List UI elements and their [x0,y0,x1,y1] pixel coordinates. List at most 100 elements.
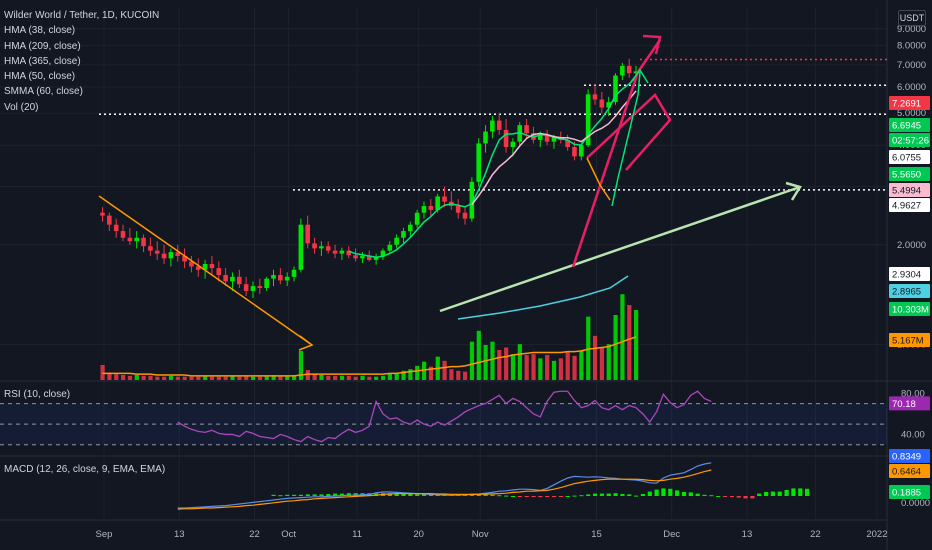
rsi-tag: 70.18 [892,399,916,410]
indicator-hma-209[interactable]: HMA (209, close) [4,40,81,52]
macd-histogram-bar [312,494,317,496]
volume-bar [244,375,249,380]
macd-histogram-bar [729,496,734,497]
candle-body [455,205,461,213]
macd-histogram-bar [298,494,304,496]
macd-histogram-bar [285,494,290,496]
macd-histogram-bar [504,495,509,497]
candle-body [120,231,126,238]
rsi-pane-label[interactable]: RSI (10, close) [4,389,71,400]
candle-body [161,253,167,259]
volume-bar [223,376,228,380]
candle-body [100,212,105,216]
volume-bar [442,360,447,380]
main-legend: Wilder World / Tether, 1D, KUCOIN HMA (3… [4,8,159,115]
macd-histogram-bar [490,494,495,496]
candle-body [606,102,611,108]
macd-histogram-bar [709,495,714,497]
candle-body [387,244,393,251]
volume-bar [415,365,420,380]
candle-body [469,181,475,219]
x-tick-label: Nov [472,529,489,540]
candle-body [107,215,112,225]
hma-long-line [457,275,629,320]
candle-body [134,237,139,242]
candle-body [462,212,468,219]
macd-histogram-bar [634,495,639,497]
candle-body [202,263,208,270]
macd-histogram-bar [339,493,345,496]
macd-tag: 0.8349 [892,452,921,463]
volume-bar [114,374,119,380]
volume-bar [298,350,304,380]
candle-body [394,237,399,245]
volume-bar [271,375,276,380]
candle-body [421,205,427,213]
macd-histogram-bar [305,494,310,496]
volume-bar [339,375,345,380]
macd-histogram-bar [408,494,413,496]
macd-histogram-bar [510,496,516,497]
candle-body [613,75,618,103]
candle-body [592,94,598,100]
candle-body [360,255,365,259]
macd-histogram-bar [572,495,577,497]
indicator-hma-50[interactable]: HMA (50, close) [4,71,76,83]
candle-body [408,224,413,232]
indicator-smma-60[interactable]: SMMA (60, close) [4,86,83,98]
volume-bar [380,375,386,380]
macd-pane-label[interactable]: MACD (12, 26, close, 9, EMA, EMA) [4,464,166,475]
macd-histogram-bar [722,496,728,497]
volume-bar [209,376,215,380]
volume-bar [196,376,201,380]
macd-histogram-bar [292,494,297,496]
volume-bar [141,375,146,380]
indicator-hma-365[interactable]: HMA (365, close) [4,55,81,67]
smma-line [471,90,637,206]
candle-body [113,224,119,232]
volume-bar [579,350,584,380]
volume-bar [627,305,632,380]
volume-bar [333,375,338,380]
price-tag: 10.303M [892,305,929,316]
y-tick-label: 9.0000 [897,24,926,35]
symbol-title[interactable]: Wilder World / Tether, 1D, KUCOIN [4,10,160,21]
indicator-volume[interactable]: Vol (20) [4,101,39,113]
volume-bar [162,376,167,380]
currency-button[interactable]: USDT [898,10,926,26]
macd-axis-label: 0.0000 [901,498,930,509]
volume-bar [264,375,269,380]
macd-histogram-bar [326,494,331,496]
annotation-channel-arrowhead [642,34,662,55]
macd-histogram-bar [736,496,741,498]
volume-bar [599,347,605,380]
candle-body [223,275,228,282]
macd-histogram-bar [647,491,652,496]
macd-histogram-bar [565,496,570,497]
price-tag: 7.2691 [892,99,921,110]
volume-bar [127,375,133,380]
x-tick-label: 22 [249,529,260,540]
volume-bar [230,375,235,380]
annotation-support-line [439,185,801,313]
volume-bar [469,341,475,380]
price-tag: 5.5650 [892,170,921,181]
price-tag-bg [889,333,930,347]
indicator-hma-38[interactable]: HMA (38, close) [4,25,76,37]
candle-body [168,252,174,259]
candle-body [620,65,625,76]
volume-bar [538,358,543,380]
candle-body [483,131,488,144]
volume-bar [250,376,256,380]
candle-body [551,137,557,142]
macd-histogram-bar [798,488,803,496]
price-tag-bg [889,198,930,212]
volume-bar [278,375,283,380]
volume-bar [449,369,454,380]
y-tick-label: 2.0000 [897,240,926,251]
price-tag: 5.4994 [892,186,921,197]
candle-body [154,250,160,254]
x-tick-label: Oct [281,529,296,540]
macd-histogram-bar [681,492,687,496]
